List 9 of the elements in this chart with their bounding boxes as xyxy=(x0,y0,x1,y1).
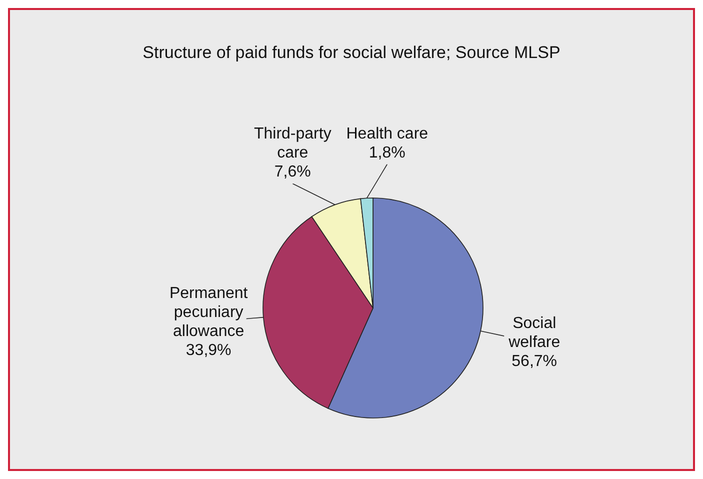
data-label: 56,7% xyxy=(512,352,558,370)
data-label: 1,8% xyxy=(368,144,406,162)
slice-label: Health care xyxy=(346,125,428,142)
data-label: 7,6% xyxy=(274,164,311,181)
slice-label: Third-party care xyxy=(254,126,332,162)
slice-label: Permanent pecuniary allowance xyxy=(169,284,248,340)
slice-label: Social welfare xyxy=(508,314,560,351)
data-label: 33,9% xyxy=(186,342,232,359)
chart-title: Structure of paid funds for social welfare; Source MLSP xyxy=(142,43,560,62)
